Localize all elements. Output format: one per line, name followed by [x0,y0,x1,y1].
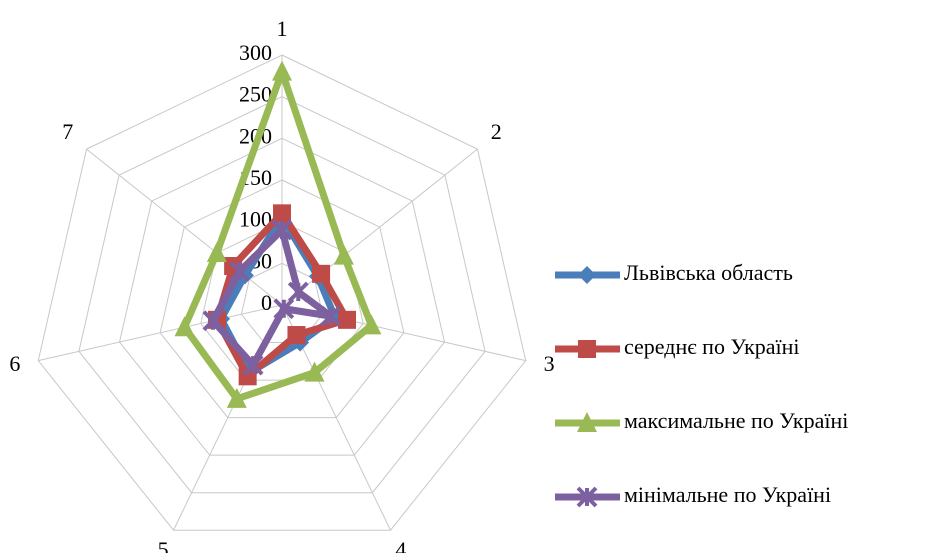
marker [226,387,247,408]
legend-label: середнє по Україні [624,334,800,359]
category-label: 5 [158,537,169,553]
marker [272,60,292,81]
legend-label: максимальне по Україні [624,408,848,433]
marker [320,305,342,327]
grid-line [159,179,405,419]
marker [273,298,295,320]
category-label: 3 [544,351,555,376]
marker [577,412,597,432]
category-label: 6 [9,351,20,376]
marker [174,316,195,337]
marker [287,326,306,345]
legend-label: мінімальне по Україні [624,482,831,507]
marker [576,486,598,508]
spoke [281,148,478,306]
grid-line [240,262,324,344]
category-label: 1 [277,16,288,41]
category-label: 4 [395,537,406,553]
y-tick-label: 0 [261,290,272,315]
legend-label: Львівська область [624,260,793,285]
marker [304,361,325,382]
marker [206,242,227,263]
y-tick-label: 250 [239,82,272,107]
marker [273,204,291,223]
y-tick-label: 300 [239,40,272,65]
marker [578,266,596,284]
marker [312,264,331,283]
marker [287,281,309,303]
marker [242,354,264,376]
marker [361,314,382,335]
marker [202,310,224,332]
series-line [181,68,375,403]
spoke [38,304,283,362]
marker [333,244,354,265]
marker [271,219,293,241]
category-label: 2 [491,119,502,144]
marker [337,310,356,329]
grid-line [78,96,486,494]
category-label: 7 [62,119,73,144]
grid-line [37,54,527,531]
marker [229,260,251,282]
grid-line [118,137,446,456]
marker [578,340,596,358]
